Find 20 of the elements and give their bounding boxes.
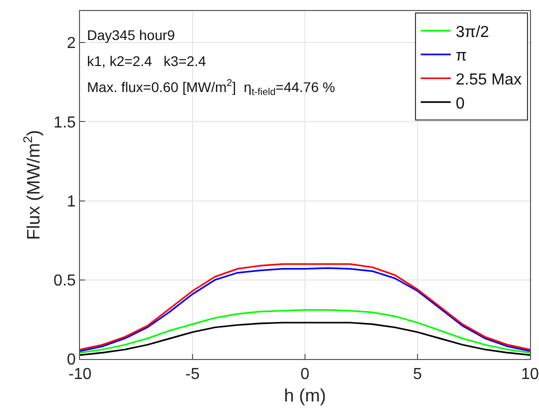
x-tick-label: -5 <box>185 366 200 384</box>
x-tick-label: 10 <box>521 366 539 384</box>
y-tick-label: 1 <box>66 193 76 210</box>
line-series <box>80 322 530 356</box>
line-series <box>80 309 530 354</box>
legend-label: 2.55 Max <box>456 71 522 88</box>
legend-label: 0 <box>456 95 465 112</box>
x-axis-title: h (m) <box>284 385 326 406</box>
legend-label: π <box>456 48 467 65</box>
x-tick-label: 0 <box>300 366 310 384</box>
y-tick-label: 2 <box>66 35 76 52</box>
annotation: Max. flux=0.60 [MW/m$^{2}$] η$_{t-field}$=44.76 % <box>87 78 336 98</box>
x-tick-label: 5 <box>413 366 422 384</box>
y-tick-label: 1.5 <box>54 114 76 132</box>
y-tick-label: 0 <box>66 352 76 369</box>
y-tick-label: 0.5 <box>54 272 76 290</box>
x-tick-label: -10 <box>68 366 92 384</box>
annotation: Day345 hour9 <box>87 27 176 43</box>
legend-label: 3π/2 <box>456 24 490 41</box>
annotation: k1, k2=2.4 k3=2.4 <box>87 53 206 69</box>
